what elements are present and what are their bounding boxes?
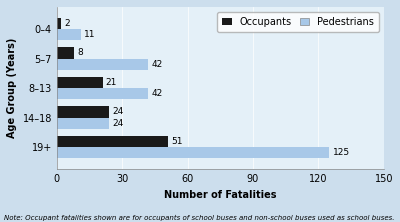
Text: 42: 42 (152, 60, 163, 69)
Text: 21: 21 (106, 78, 117, 87)
Text: Note: Occupant fatalities shown are for occupants of school buses and non-school: Note: Occupant fatalities shown are for … (4, 215, 394, 221)
Text: 11: 11 (84, 30, 96, 39)
Bar (57, 147, 329, 158)
Legend: Occupants, Pedestrians: Occupants, Pedestrians (218, 12, 379, 32)
Bar (57, 59, 148, 70)
Text: 2: 2 (64, 19, 70, 28)
Text: 24: 24 (112, 119, 124, 128)
Y-axis label: Age Group (Years): Age Group (Years) (7, 38, 17, 138)
Text: 24: 24 (112, 107, 124, 116)
Bar (57, 47, 74, 59)
Text: 42: 42 (152, 89, 163, 98)
Text: 51: 51 (171, 137, 183, 146)
Bar (57, 88, 148, 99)
Bar (57, 18, 61, 29)
Text: 8: 8 (78, 48, 83, 57)
Bar (57, 77, 102, 88)
Bar (57, 117, 109, 129)
Bar (57, 106, 109, 117)
Text: 125: 125 (332, 148, 350, 157)
X-axis label: Number of Fatalities: Number of Fatalities (164, 190, 276, 200)
Bar (57, 136, 168, 147)
Bar (57, 29, 81, 40)
